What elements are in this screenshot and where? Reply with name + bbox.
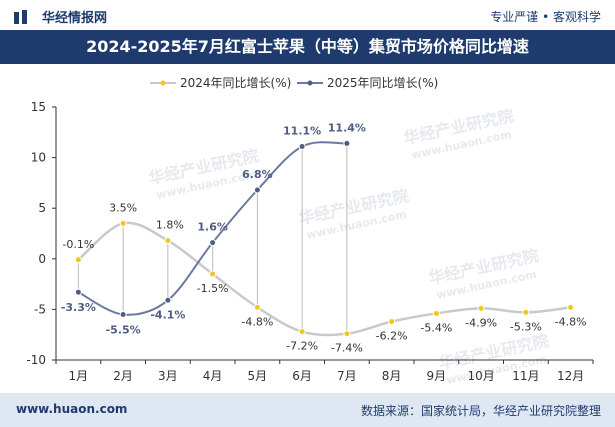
y-tick-label: -10 bbox=[26, 353, 46, 367]
data-point-2024 bbox=[567, 303, 575, 311]
data-label-2025: 1.6% bbox=[197, 221, 228, 234]
data-label-2024: -7.2% bbox=[286, 340, 318, 353]
footer-url[interactable]: www.huaon.com bbox=[16, 402, 128, 416]
data-points bbox=[74, 139, 575, 338]
x-tick-label: 12月 bbox=[557, 369, 584, 383]
x-tick-label: 7月 bbox=[337, 369, 357, 383]
legend-marker-1 bbox=[307, 80, 313, 86]
data-label-2024: -1.5% bbox=[197, 282, 229, 295]
data-label-2025: -4.1% bbox=[150, 308, 185, 321]
data-point-2025 bbox=[119, 310, 127, 318]
x-tick-label: 9月 bbox=[427, 369, 447, 383]
legend: 2024年同比增长(%) 2025年同比增长(%) bbox=[150, 76, 438, 90]
tagline: 专业严谨 • 客观科学 bbox=[490, 10, 601, 24]
data-point-2024 bbox=[74, 256, 82, 264]
data-point-2024 bbox=[298, 328, 306, 336]
data-point-2024 bbox=[522, 308, 530, 316]
x-tick-label: 8月 bbox=[382, 369, 402, 383]
data-point-2024 bbox=[388, 318, 396, 326]
brand[interactable]: 华经情报网 bbox=[14, 7, 107, 26]
data-label-2025: 11.1% bbox=[283, 124, 321, 137]
x-tick-label: 11月 bbox=[512, 369, 539, 383]
data-label-2024: 3.5% bbox=[109, 201, 137, 214]
series-line-2024 bbox=[77, 221, 571, 337]
data-point-2025 bbox=[74, 288, 82, 296]
brand-name: 华经情报网 bbox=[42, 11, 108, 26]
data-point-2024 bbox=[253, 303, 261, 311]
data-label-2024: -0.1% bbox=[62, 238, 94, 251]
drop-lines bbox=[77, 143, 348, 334]
top-bar: 华经情报网 专业严谨 • 客观科学 bbox=[0, 0, 615, 30]
data-point-2024 bbox=[432, 309, 440, 317]
data-label-2025: 6.8% bbox=[242, 168, 273, 181]
legend-label-0: 2024年同比增长(%) bbox=[180, 76, 291, 90]
x-tick-label: 2月 bbox=[113, 369, 133, 383]
axes: -10 -5 0 5 10 15 1月 2月 3月 4月 5月 6月 7月 8月 9月 10月 11月 12月 bbox=[26, 100, 594, 383]
x-tick-label: 1月 bbox=[69, 369, 89, 383]
chart-title: 2024-2025年7月红富士苹果（中等）集贸市场价格同比增速 bbox=[0, 30, 615, 64]
y-tick-label: 0 bbox=[38, 252, 46, 266]
data-label-2024: -4.8% bbox=[241, 315, 273, 328]
x-tick-label: 4月 bbox=[203, 369, 223, 383]
data-point-2024 bbox=[119, 219, 127, 227]
data-label-2024: -4.8% bbox=[555, 315, 587, 328]
legend-label-1: 2025年同比增长(%) bbox=[327, 76, 438, 90]
data-labels: -0.1% 3.5% 1.8% -1.5% -4.8% -7.2% -7.4% -6.2% -5… bbox=[61, 121, 587, 354]
footer-source: 数据来源：国家统计局，华经产业研究院整理 bbox=[360, 404, 601, 418]
data-label-2025: -3.3% bbox=[61, 301, 96, 314]
footer: www.huaon.com 数据来源：国家统计局，华经产业研究院整理 bbox=[0, 393, 615, 427]
data-label-2024: -6.2% bbox=[376, 330, 408, 343]
data-label-2024: -4.9% bbox=[465, 316, 497, 329]
data-point-2024 bbox=[477, 304, 485, 312]
data-label-2024: 1.8% bbox=[156, 219, 184, 232]
data-point-2025 bbox=[253, 186, 261, 194]
data-point-2024 bbox=[209, 270, 217, 278]
data-label-2025: 11.4% bbox=[328, 121, 366, 134]
x-tick-label: 3月 bbox=[158, 369, 178, 383]
x-tick-label: 10月 bbox=[467, 369, 494, 383]
y-tick-label: 10 bbox=[31, 151, 46, 165]
data-label-2025: -5.5% bbox=[106, 323, 141, 336]
data-point-2024 bbox=[164, 237, 172, 245]
y-tick-label: -5 bbox=[34, 302, 46, 316]
chart: 华经产业研究院www.huaon.com华经产业研究院www.huaon.com… bbox=[26, 76, 594, 387]
x-tick-label: 5月 bbox=[248, 369, 268, 383]
data-label-2024: -5.3% bbox=[510, 320, 542, 333]
data-point-2025 bbox=[298, 142, 306, 150]
data-point-2025 bbox=[209, 239, 217, 247]
data-label-2024: -5.4% bbox=[420, 321, 452, 334]
brand-logo-icon bbox=[14, 9, 27, 24]
data-label-2024: -7.4% bbox=[331, 342, 363, 355]
data-point-2025 bbox=[164, 296, 172, 304]
y-tick-label: 5 bbox=[38, 201, 46, 215]
y-tick-label: 15 bbox=[31, 100, 46, 114]
data-point-2025 bbox=[343, 139, 351, 147]
x-tick-label: 6月 bbox=[292, 369, 312, 383]
data-point-2024 bbox=[343, 330, 351, 338]
legend-marker-0 bbox=[160, 80, 166, 86]
